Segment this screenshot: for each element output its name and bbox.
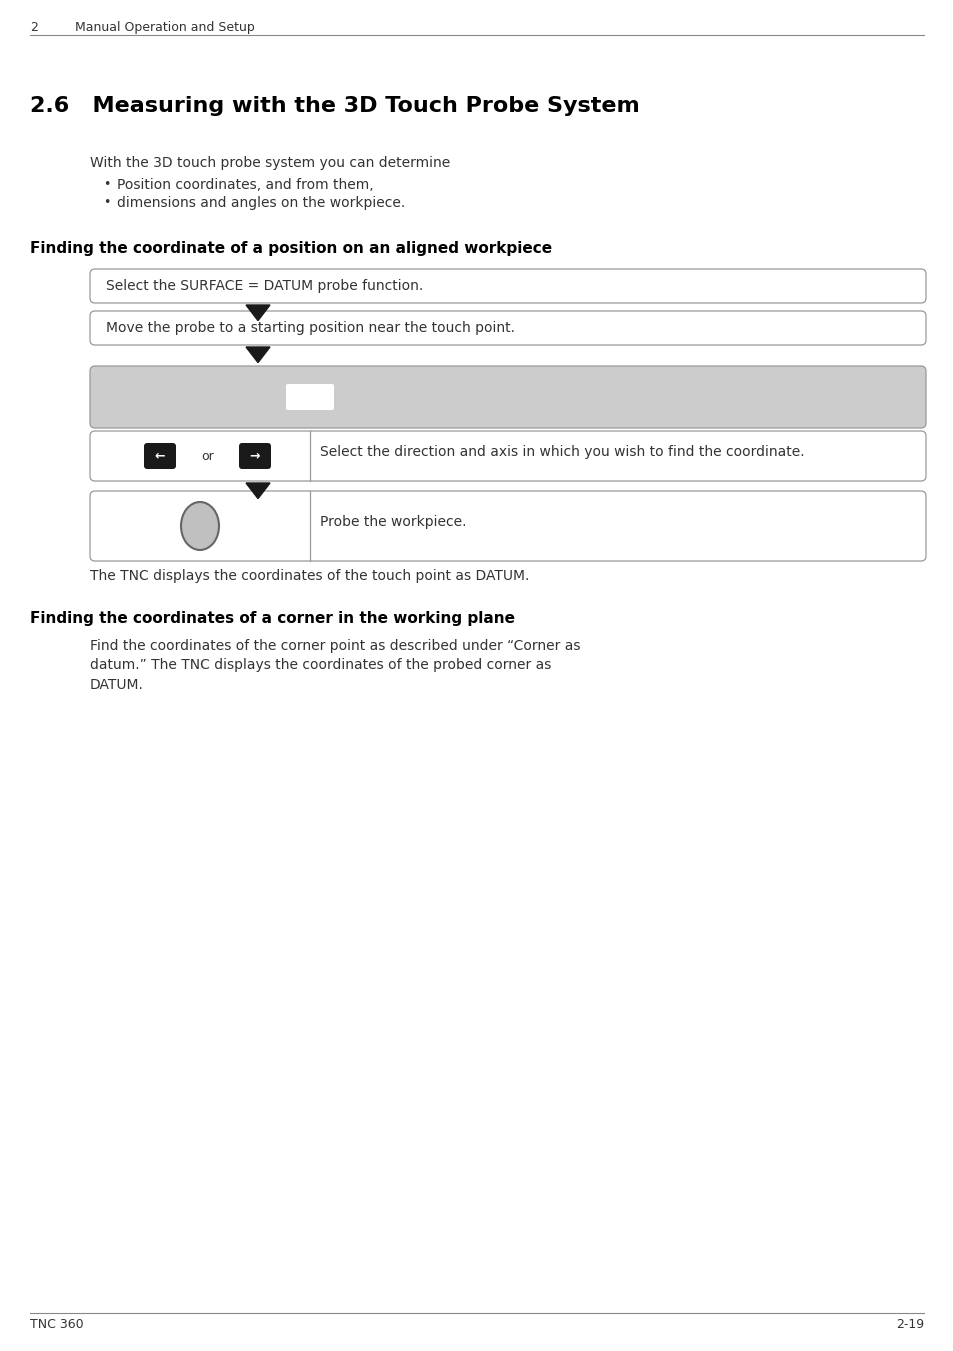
Text: Manual Operation and Setup: Manual Operation and Setup bbox=[75, 22, 254, 34]
Text: 2.6   Measuring with the 3D Touch Probe System: 2.6 Measuring with the 3D Touch Probe Sy… bbox=[30, 96, 639, 116]
Text: Finding the coordinate of a position on an aligned workpiece: Finding the coordinate of a position on … bbox=[30, 240, 552, 255]
FancyBboxPatch shape bbox=[90, 366, 925, 428]
Text: Position coordinates, and from them,: Position coordinates, and from them, bbox=[117, 178, 374, 192]
FancyBboxPatch shape bbox=[144, 443, 175, 469]
Text: 2-19: 2-19 bbox=[895, 1319, 923, 1331]
FancyBboxPatch shape bbox=[90, 269, 925, 303]
Text: Move the probe to a starting position near the touch point.: Move the probe to a starting position ne… bbox=[106, 322, 515, 335]
Polygon shape bbox=[246, 484, 270, 499]
Text: The TNC displays the coordinates of the touch point as DATUM.: The TNC displays the coordinates of the … bbox=[90, 569, 529, 584]
Text: Finding the coordinates of a corner in the working plane: Finding the coordinates of a corner in t… bbox=[30, 611, 515, 626]
Text: dimensions and angles on the workpiece.: dimensions and angles on the workpiece. bbox=[117, 196, 405, 209]
Polygon shape bbox=[246, 347, 270, 362]
Text: or: or bbox=[201, 450, 213, 462]
Polygon shape bbox=[246, 305, 270, 320]
Text: Find the coordinates of the corner point as described under “Corner as
datum.” T: Find the coordinates of the corner point… bbox=[90, 639, 579, 692]
Ellipse shape bbox=[181, 503, 219, 550]
FancyBboxPatch shape bbox=[90, 431, 925, 481]
FancyBboxPatch shape bbox=[90, 490, 925, 561]
Text: Probe the workpiece.: Probe the workpiece. bbox=[319, 515, 466, 530]
FancyBboxPatch shape bbox=[239, 443, 271, 469]
Text: •: • bbox=[103, 196, 111, 209]
Text: •: • bbox=[103, 178, 111, 190]
FancyBboxPatch shape bbox=[90, 311, 925, 345]
FancyBboxPatch shape bbox=[286, 384, 334, 409]
Text: With the 3D touch probe system you can determine: With the 3D touch probe system you can d… bbox=[90, 155, 450, 170]
Text: TNC 360: TNC 360 bbox=[30, 1319, 84, 1331]
Text: Select the direction and axis in which you wish to find the coordinate.: Select the direction and axis in which y… bbox=[319, 444, 803, 459]
Text: Select the SURFACE = DATUM probe function.: Select the SURFACE = DATUM probe functio… bbox=[106, 280, 423, 293]
Text: →: → bbox=[250, 450, 260, 462]
Text: ←: ← bbox=[154, 450, 165, 462]
Text: 2: 2 bbox=[30, 22, 38, 34]
